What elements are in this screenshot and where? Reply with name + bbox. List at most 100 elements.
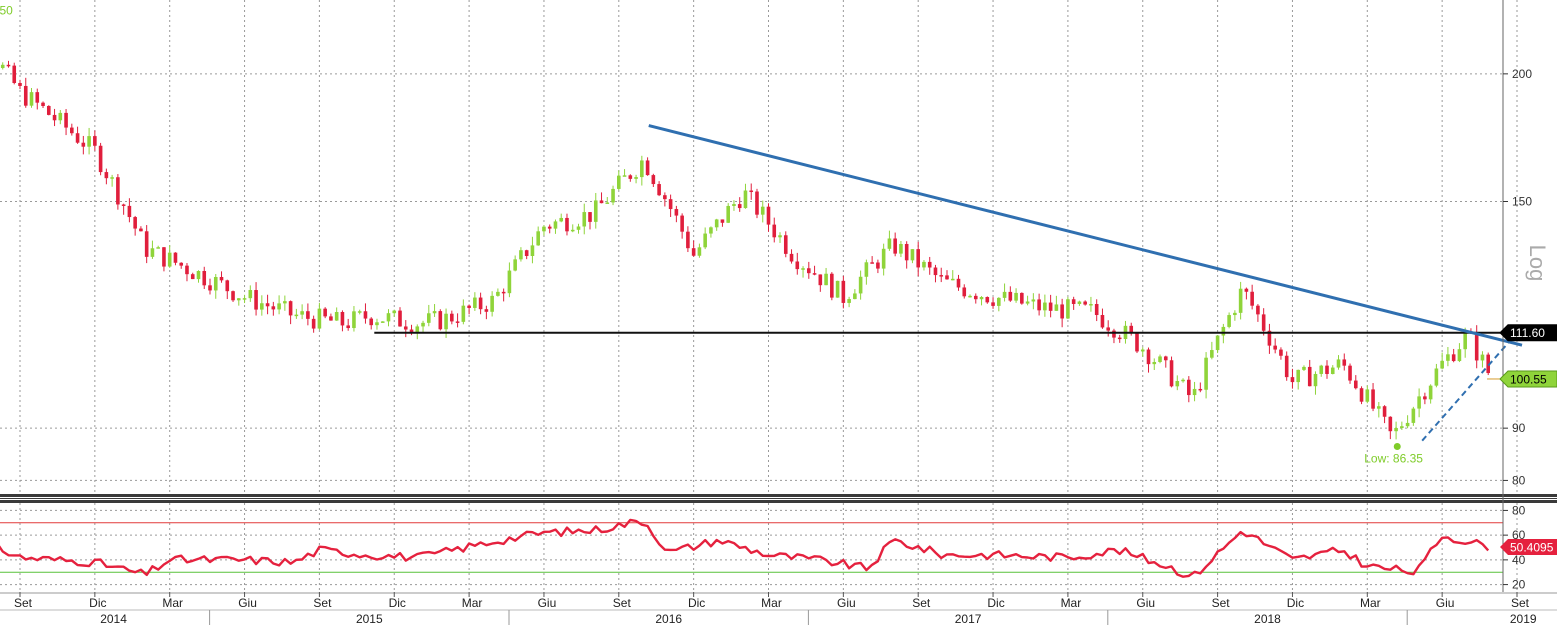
candle-body [1256, 305, 1260, 315]
candle-body [426, 313, 431, 323]
rsi-tick-label: 60 [1512, 528, 1526, 542]
candle-body [1284, 355, 1289, 378]
candle-body [380, 321, 385, 323]
candle-body [922, 261, 926, 268]
candle-body [1267, 330, 1272, 346]
candle-body [1400, 426, 1404, 428]
candle-body [553, 221, 558, 229]
candle-body [225, 280, 230, 292]
candle-body [507, 270, 512, 294]
month-label: Mar [1360, 596, 1381, 610]
candle-body [962, 287, 967, 297]
candle-body [1187, 379, 1191, 396]
candle-body [340, 311, 345, 326]
candle-body [899, 243, 903, 254]
candle-body [645, 160, 650, 176]
month-label: Mar [162, 596, 183, 610]
candle-body [1060, 304, 1064, 319]
candle-body [1353, 380, 1358, 389]
candle-body [513, 259, 517, 271]
price-tick-label: 80 [1512, 473, 1526, 487]
candle-body [1014, 292, 1018, 301]
candle-body [139, 228, 143, 232]
candle-body [311, 318, 316, 329]
candle-body [501, 291, 506, 294]
candle-body [1486, 354, 1491, 374]
candle-body [29, 92, 34, 106]
candle-body [352, 311, 356, 329]
candle-body [611, 188, 615, 203]
candle-body [807, 268, 811, 274]
rsi-last-tag-box [1500, 538, 1557, 555]
candle-body [1307, 366, 1312, 387]
candle-body [1221, 326, 1226, 336]
candle-body [1313, 373, 1318, 387]
candle-body [1135, 332, 1139, 352]
candle-body [127, 205, 132, 218]
candle-body [657, 184, 661, 196]
candle-body [236, 298, 241, 301]
candle-body [329, 316, 333, 321]
candle-body [726, 205, 730, 223]
candle-body [334, 311, 339, 321]
rsi-layer [0, 518, 1503, 578]
candle-body [432, 311, 437, 314]
year-label: 2017 [955, 612, 982, 625]
candle-body [58, 112, 63, 121]
candle-body [588, 212, 592, 222]
candle-body [858, 276, 863, 294]
candle-body [703, 233, 707, 248]
candle-body [265, 303, 270, 307]
candle-body [1359, 388, 1364, 402]
price-tag-last: 100.55 [1510, 372, 1547, 386]
candle-body [300, 311, 304, 315]
candle-body [254, 290, 258, 310]
candle-body [260, 303, 264, 310]
candle-body [1048, 302, 1053, 311]
candle-body [536, 231, 540, 246]
candle-body [306, 311, 310, 319]
price-tick-label: 150 [1512, 195, 1532, 209]
year-label: 2014 [100, 612, 127, 625]
price-tick-label: 200 [1512, 67, 1532, 81]
candle-body [162, 247, 166, 267]
candle-body [1388, 416, 1393, 432]
candle-body [576, 226, 581, 230]
rising-dashed-trendline [1421, 326, 1523, 442]
trendlines-layer: Hi: 225.50 Low: 86.35 [0, 4, 1523, 466]
candle-body [242, 298, 247, 300]
candle-body [363, 311, 368, 319]
price-tick-label: 90 [1512, 421, 1526, 435]
month-label: Dic [389, 596, 406, 610]
candle-body [1342, 359, 1347, 366]
candle-body [1238, 288, 1243, 313]
candle-body [41, 102, 45, 106]
candle-body [1480, 354, 1485, 361]
candle-body [1031, 299, 1036, 302]
candle-body [317, 308, 322, 329]
candle-body [1273, 345, 1277, 350]
candle-body [582, 212, 587, 227]
rsi-last-value: 50.4095 [1510, 540, 1554, 554]
candle-body [116, 177, 120, 205]
year-label: 2016 [655, 612, 682, 625]
candle-body [668, 199, 673, 210]
candle-body [98, 145, 103, 173]
candle-body [167, 252, 172, 267]
candle-body [542, 226, 546, 232]
candle-body [968, 295, 972, 298]
candle-body [490, 295, 494, 312]
candle-body [1330, 367, 1335, 374]
candle-body [853, 293, 857, 300]
candle-body [185, 265, 189, 275]
candle-body [1089, 304, 1093, 306]
month-label: Giu [1436, 596, 1455, 610]
candle-body [956, 278, 961, 288]
candle-body [686, 231, 690, 249]
candle-body [346, 325, 350, 329]
candle-body [1129, 325, 1134, 333]
candle-body [156, 247, 160, 249]
candle-body [1336, 359, 1341, 368]
candle-body [714, 219, 719, 228]
